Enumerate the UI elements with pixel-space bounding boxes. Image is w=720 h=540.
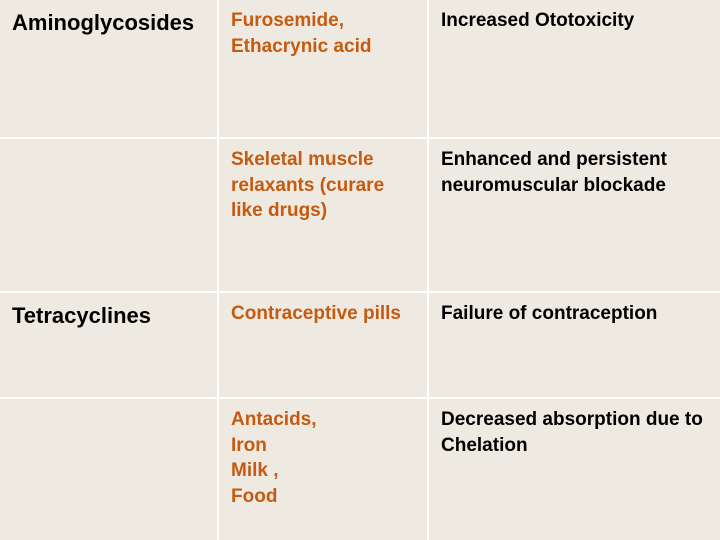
cell-interacting-drug: Skeletal muscle relaxants (curare like d… [218, 138, 428, 292]
cell-interacting-drug: Contraceptive pills [218, 292, 428, 398]
cell-drug-class [0, 138, 218, 292]
cell-drug-class [0, 398, 218, 540]
drug-interaction-table: Aminoglycosides Furosemide, Ethacrynic a… [0, 0, 720, 540]
cell-effect: Increased Ototoxicity [428, 0, 720, 138]
table-row: Tetracyclines Contraceptive pills Failur… [0, 292, 720, 398]
cell-effect: Failure of contraception [428, 292, 720, 398]
cell-drug-class: Tetracyclines [0, 292, 218, 398]
cell-interacting-drug: Furosemide, Ethacrynic acid [218, 0, 428, 138]
cell-interacting-drug: Antacids, Iron Milk , Food [218, 398, 428, 540]
table-row: Skeletal muscle relaxants (curare like d… [0, 138, 720, 292]
cell-effect: Enhanced and persistent neuromuscular bl… [428, 138, 720, 292]
table-row: Aminoglycosides Furosemide, Ethacrynic a… [0, 0, 720, 138]
cell-drug-class: Aminoglycosides [0, 0, 218, 138]
cell-effect: Decreased absorption due to Chelation [428, 398, 720, 540]
table-row: Antacids, Iron Milk , Food Decreased abs… [0, 398, 720, 540]
